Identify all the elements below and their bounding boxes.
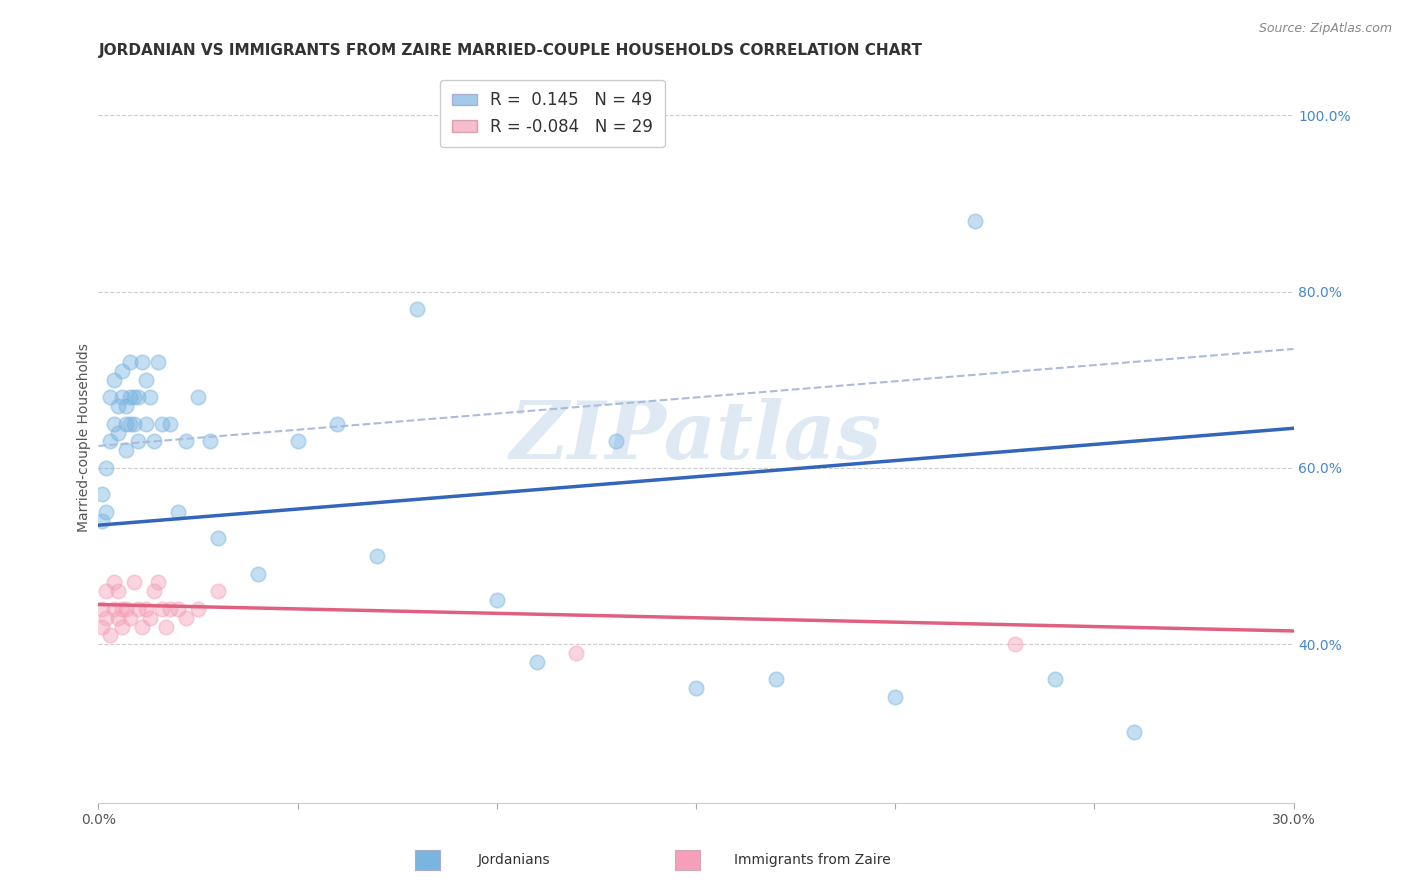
Point xyxy=(963,214,986,228)
Point xyxy=(120,391,142,405)
Point xyxy=(187,391,209,405)
Legend: R =  0.145   N = 49, R = -0.084   N = 29: R = 0.145 N = 49, R = -0.084 N = 29 xyxy=(440,79,665,147)
Point xyxy=(207,532,229,546)
Point xyxy=(127,602,149,616)
Point xyxy=(103,417,125,431)
Point xyxy=(115,443,138,458)
Point xyxy=(366,549,388,563)
Point xyxy=(326,417,349,431)
Point xyxy=(124,575,146,590)
Point xyxy=(526,655,548,669)
Point xyxy=(685,681,707,696)
Point xyxy=(120,611,142,625)
Point xyxy=(139,391,162,405)
Point xyxy=(91,619,114,633)
Point xyxy=(96,584,118,599)
Point xyxy=(115,399,138,413)
Point xyxy=(120,417,142,431)
Point xyxy=(174,434,197,449)
Point xyxy=(198,434,221,449)
Point xyxy=(174,611,197,625)
Point xyxy=(143,434,166,449)
Point xyxy=(1043,673,1066,687)
Text: ZIPatlas: ZIPatlas xyxy=(510,399,882,475)
Point xyxy=(135,417,157,431)
Point xyxy=(96,461,118,475)
Point xyxy=(406,302,429,317)
Text: Immigrants from Zaire: Immigrants from Zaire xyxy=(734,853,890,867)
Point xyxy=(150,602,173,616)
Point xyxy=(765,673,787,687)
Point xyxy=(287,434,309,449)
Point xyxy=(884,690,907,704)
Point xyxy=(111,602,134,616)
Point xyxy=(107,611,129,625)
Text: Source: ZipAtlas.com: Source: ZipAtlas.com xyxy=(1258,22,1392,36)
Point xyxy=(167,602,190,616)
Point xyxy=(150,417,173,431)
Point xyxy=(143,584,166,599)
Point xyxy=(135,373,157,387)
Point xyxy=(107,425,129,440)
Point xyxy=(246,566,269,581)
Point xyxy=(605,434,627,449)
Point xyxy=(131,619,153,633)
Point xyxy=(103,602,125,616)
Point xyxy=(159,602,181,616)
Point xyxy=(135,602,157,616)
Point xyxy=(111,619,134,633)
Point xyxy=(131,355,153,369)
Y-axis label: Married-couple Households: Married-couple Households xyxy=(77,343,91,532)
Point xyxy=(103,373,125,387)
Point xyxy=(100,434,122,449)
Point xyxy=(139,611,162,625)
Point xyxy=(155,619,177,633)
Point xyxy=(115,602,138,616)
Point xyxy=(127,391,149,405)
Point xyxy=(124,417,146,431)
Point xyxy=(207,584,229,599)
Point xyxy=(485,593,508,607)
Point xyxy=(100,391,122,405)
Point xyxy=(96,505,118,519)
Point xyxy=(107,399,129,413)
Point xyxy=(1123,725,1146,739)
Point xyxy=(148,575,170,590)
Point xyxy=(187,602,209,616)
Point xyxy=(167,505,190,519)
Point xyxy=(124,391,146,405)
Point xyxy=(127,434,149,449)
Point xyxy=(103,575,125,590)
Point xyxy=(96,611,118,625)
Point xyxy=(111,391,134,405)
Point xyxy=(100,628,122,642)
Text: Jordanians: Jordanians xyxy=(478,853,551,867)
Point xyxy=(1004,637,1026,651)
Point xyxy=(91,602,114,616)
Point xyxy=(565,646,588,660)
Point xyxy=(120,355,142,369)
Point xyxy=(115,417,138,431)
Point xyxy=(107,584,129,599)
Point xyxy=(159,417,181,431)
Text: JORDANIAN VS IMMIGRANTS FROM ZAIRE MARRIED-COUPLE HOUSEHOLDS CORRELATION CHART: JORDANIAN VS IMMIGRANTS FROM ZAIRE MARRI… xyxy=(98,43,922,58)
Point xyxy=(91,514,114,528)
Point xyxy=(91,487,114,501)
Point xyxy=(111,364,134,378)
Point xyxy=(148,355,170,369)
